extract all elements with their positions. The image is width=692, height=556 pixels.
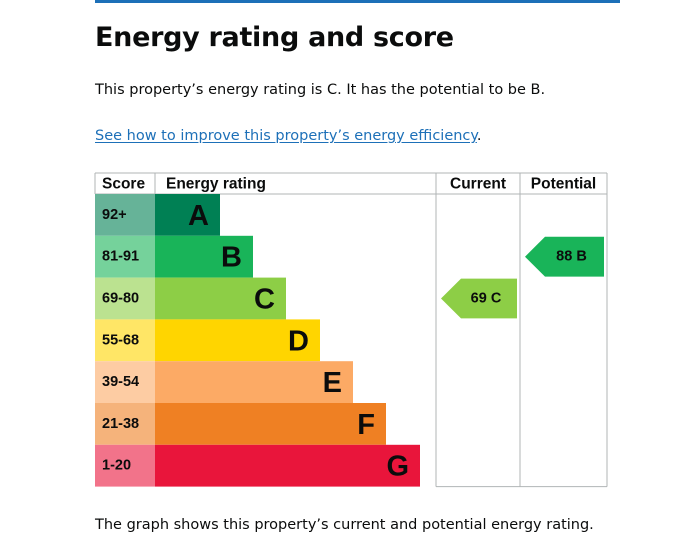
band-letter-f: F — [357, 409, 375, 441]
current-rating-label: 69 C — [471, 291, 502, 307]
score-cell-d — [95, 319, 155, 362]
score-cell-e — [95, 361, 155, 403]
score-range-g: 1-20 — [102, 458, 131, 474]
band-bar-e — [155, 361, 353, 403]
header-current: Current — [450, 176, 506, 193]
score-cell-g — [95, 444, 155, 487]
page-title: Energy rating and score — [95, 22, 454, 53]
score-range-b: 81-91 — [102, 249, 139, 265]
header-score: Score — [102, 176, 145, 193]
link-suffix: . — [476, 128, 482, 144]
top-rule — [95, 0, 620, 3]
score-range-c: 69-80 — [102, 291, 139, 307]
band-letter-a: A — [188, 200, 209, 232]
score-cell-b — [95, 235, 155, 278]
potential-rating-label: 88 B — [556, 249, 587, 265]
band-letter-g: G — [386, 451, 409, 483]
improve-efficiency-link[interactable]: See how to improve this property’s energ… — [95, 128, 477, 144]
potential-rating-arrow — [525, 236, 604, 277]
current-rating-arrow — [441, 278, 517, 319]
score-cell-f — [95, 403, 155, 445]
band-letter-c: C — [254, 284, 275, 316]
band-bar-f — [155, 403, 386, 445]
score-range-e: 39-54 — [102, 374, 139, 390]
band-bar-b — [155, 235, 253, 278]
rating-summary: This property’s energy rating is C. It h… — [95, 82, 546, 98]
score-range-d: 55-68 — [102, 332, 139, 348]
improve-paragraph: See how to improve this property’s energ… — [95, 128, 482, 144]
score-range-a: 92+ — [102, 207, 127, 223]
band-bar-c — [155, 277, 286, 320]
score-cell-c — [95, 277, 155, 320]
band-bar-g — [155, 444, 420, 487]
header-potential: Potential — [531, 176, 596, 193]
band-letter-d: D — [288, 325, 309, 357]
graph-description: The graph shows this property’s current … — [95, 517, 594, 533]
band-letter-e: E — [323, 367, 342, 399]
band-letter-b: B — [221, 242, 242, 274]
header-energy-rating: Energy rating — [166, 176, 266, 193]
band-bar-a — [155, 194, 220, 236]
band-bar-d — [155, 319, 320, 362]
score-range-f: 21-38 — [102, 416, 139, 432]
score-cell-a — [95, 194, 155, 236]
